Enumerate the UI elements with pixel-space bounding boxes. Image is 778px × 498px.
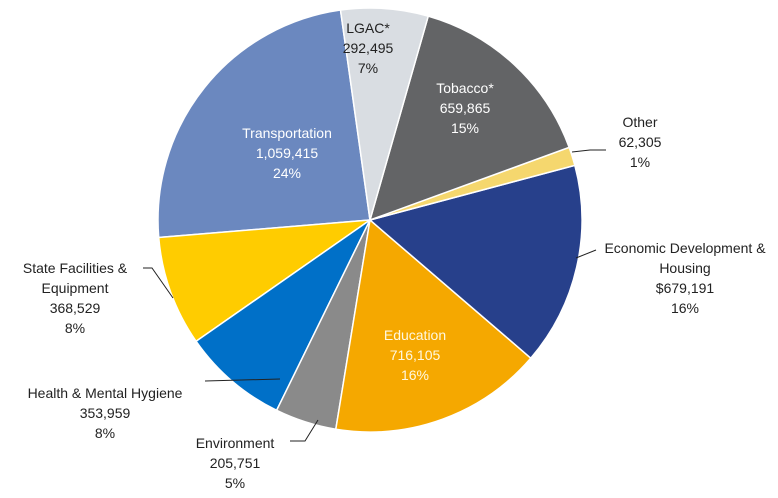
value-label: $679,191	[655, 280, 715, 296]
percent-label: 5%	[224, 475, 246, 491]
slice-label: Health & Mental Hygiene 353,959 8%	[28, 383, 183, 443]
percent-label: 15%	[450, 120, 480, 136]
slice-label: Economic Development & Housing $679,191 16…	[590, 238, 778, 318]
pie-slice	[368, 164, 583, 360]
category-label: Economic Development & Housing	[604, 240, 766, 276]
percent-label: 16%	[400, 367, 430, 383]
category-label: Education	[383, 327, 447, 343]
slice-label: Environment 205,751 5%	[196, 433, 275, 493]
leader-line	[290, 419, 319, 442]
value-label: 368,529	[49, 300, 101, 316]
pie-slice	[157, 219, 373, 343]
category-label: LGAC*	[346, 20, 390, 36]
value-label: 292,495	[342, 40, 394, 56]
leader-line	[143, 267, 174, 299]
value-label: 1,059,415	[255, 145, 319, 161]
category-label: State Facilities & Equipment	[22, 260, 128, 296]
slice-label: Tobacco* 659,865 15%	[436, 78, 494, 138]
category-label: Health & Mental Hygiene	[27, 385, 183, 401]
value-label: 716,105	[389, 347, 441, 363]
slice-label: State Facilities & Equipment 368,529 8%	[5, 258, 145, 338]
leader-line	[575, 249, 597, 259]
percent-label: 16%	[670, 300, 700, 316]
value-label: 62,305	[618, 134, 662, 150]
percent-label: 8%	[64, 320, 86, 336]
category-label: Other	[622, 114, 658, 130]
leader-line	[204, 378, 281, 382]
leader-line	[571, 149, 606, 153]
value-label: 353,959	[79, 405, 131, 421]
slice-label: Other 62,305 1%	[619, 112, 662, 172]
category-label: Transportation	[242, 125, 332, 141]
slice-label: Education 716,105 16%	[384, 325, 446, 385]
category-label: Environment	[195, 435, 275, 451]
percent-label: 1%	[629, 154, 651, 170]
pie-slice	[334, 218, 532, 433]
pie-slice	[157, 9, 371, 239]
percent-label: 24%	[272, 165, 302, 181]
pie-slice	[368, 15, 571, 222]
percent-label: 8%	[94, 425, 116, 441]
pie-slice	[339, 7, 430, 221]
value-label: 659,865	[439, 100, 491, 116]
percent-label: 7%	[357, 60, 379, 76]
category-label: Tobacco*	[436, 80, 494, 96]
pie-slice	[195, 217, 372, 412]
value-label: 205,751	[209, 455, 261, 471]
slice-label: LGAC* 292,495 7%	[343, 18, 394, 78]
slice-label: Transportation 1,059,415 24%	[242, 123, 332, 183]
